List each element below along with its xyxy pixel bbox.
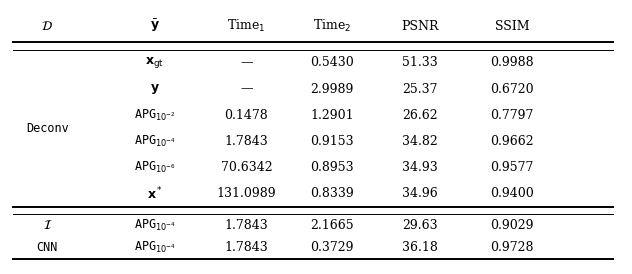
- Text: Deconv: Deconv: [26, 122, 69, 135]
- Text: 34.93: 34.93: [403, 161, 438, 174]
- Text: APG$_{10^{-4}}$: APG$_{10^{-4}}$: [134, 240, 176, 255]
- Text: APG$_{10^{-4}}$: APG$_{10^{-4}}$: [134, 134, 176, 149]
- Text: 36.18: 36.18: [403, 241, 438, 254]
- Text: 0.3729: 0.3729: [310, 241, 353, 254]
- Text: 26.62: 26.62: [403, 109, 438, 122]
- Text: 2.9989: 2.9989: [310, 83, 353, 96]
- Text: 1.7843: 1.7843: [224, 219, 269, 232]
- Text: 131.0989: 131.0989: [217, 187, 276, 200]
- Text: 0.6720: 0.6720: [490, 83, 534, 96]
- Text: 25.37: 25.37: [403, 83, 438, 96]
- Text: $\mathbf{x}_{\mathrm{gt}}$: $\mathbf{x}_{\mathrm{gt}}$: [145, 55, 164, 70]
- Text: 1.7843: 1.7843: [224, 241, 269, 254]
- Text: 0.9662: 0.9662: [490, 135, 534, 148]
- Text: $\mathbf{x}^*$: $\mathbf{x}^*$: [147, 185, 163, 202]
- Text: APG$_{10^{-4}}$: APG$_{10^{-4}}$: [134, 218, 176, 233]
- Text: $\mathcal{I}$: $\mathcal{I}$: [43, 219, 52, 232]
- Text: 70.6342: 70.6342: [221, 161, 272, 174]
- Text: SSIM: SSIM: [495, 19, 529, 33]
- Text: —: —: [240, 83, 253, 96]
- Text: 34.96: 34.96: [403, 187, 438, 200]
- Text: 0.9577: 0.9577: [490, 161, 533, 174]
- Text: Time$_1$: Time$_1$: [228, 18, 265, 34]
- Text: APG$_{10^{-6}}$: APG$_{10^{-6}}$: [134, 160, 176, 175]
- Text: —: —: [240, 56, 253, 69]
- Text: 1.7843: 1.7843: [224, 135, 269, 148]
- Text: $\bar{\mathbf{y}}$: $\bar{\mathbf{y}}$: [150, 18, 160, 34]
- Text: $\mathcal{D}$: $\mathcal{D}$: [42, 19, 53, 33]
- Text: $\mathbf{y}$: $\mathbf{y}$: [150, 82, 160, 96]
- Text: 29.63: 29.63: [403, 219, 438, 232]
- Text: 0.8953: 0.8953: [310, 161, 354, 174]
- Text: 0.7797: 0.7797: [490, 109, 533, 122]
- Text: Time$_2$: Time$_2$: [313, 18, 351, 34]
- Text: 51.33: 51.33: [403, 56, 438, 69]
- Text: APG$_{10^{-2}}$: APG$_{10^{-2}}$: [134, 108, 176, 123]
- Text: 0.9988: 0.9988: [490, 56, 534, 69]
- Text: 2.1665: 2.1665: [310, 219, 354, 232]
- Text: 1.2901: 1.2901: [310, 109, 354, 122]
- Text: 0.1478: 0.1478: [224, 109, 269, 122]
- Text: PSNR: PSNR: [401, 19, 439, 33]
- Text: 0.9728: 0.9728: [490, 241, 533, 254]
- Text: 0.5430: 0.5430: [310, 56, 354, 69]
- Text: 34.82: 34.82: [403, 135, 438, 148]
- Text: 0.8339: 0.8339: [310, 187, 354, 200]
- Text: CNN: CNN: [37, 241, 58, 254]
- Text: 0.9029: 0.9029: [490, 219, 533, 232]
- Text: 0.9400: 0.9400: [490, 187, 534, 200]
- Text: 0.9153: 0.9153: [310, 135, 354, 148]
